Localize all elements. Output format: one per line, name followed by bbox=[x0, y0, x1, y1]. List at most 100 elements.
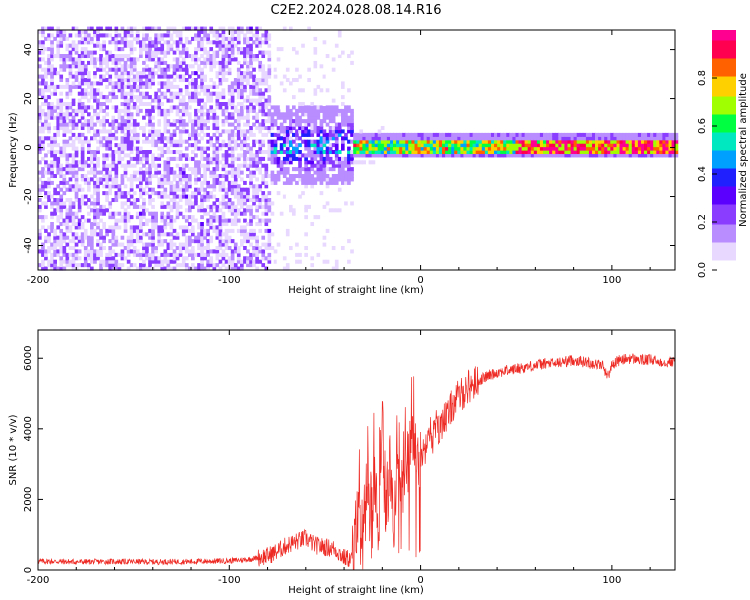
colorbar-step bbox=[712, 246, 736, 249]
heatmap-cell bbox=[236, 163, 241, 168]
heatmap-cell bbox=[96, 81, 100, 86]
heatmap-cell bbox=[224, 143, 229, 148]
heatmap-cell bbox=[255, 208, 259, 213]
heatmap-cell bbox=[295, 129, 299, 134]
heatmap-cell bbox=[163, 204, 168, 209]
heatmap-cell bbox=[105, 129, 109, 134]
heatmap-cell bbox=[261, 132, 266, 137]
heatmap-cell bbox=[350, 119, 354, 124]
heatmap-cell bbox=[509, 136, 513, 141]
heatmap-cell bbox=[304, 204, 308, 209]
heatmap-cell bbox=[188, 184, 192, 189]
heatmap-cell bbox=[120, 201, 125, 206]
heatmap-cell bbox=[96, 33, 100, 38]
heatmap-cell bbox=[255, 177, 259, 182]
heatmap-cell bbox=[53, 115, 57, 120]
heatmap-cell bbox=[126, 153, 131, 158]
heatmap-cell bbox=[249, 211, 253, 216]
heatmap-cell bbox=[487, 136, 492, 141]
heatmap-cell bbox=[117, 218, 122, 223]
heatmap-cell bbox=[233, 187, 238, 192]
heatmap-cell bbox=[595, 150, 599, 155]
heatmap-cell bbox=[276, 150, 281, 155]
heatmap-cell bbox=[181, 112, 186, 117]
heatmap-cell bbox=[154, 54, 158, 59]
heatmap-cell bbox=[188, 105, 192, 110]
heatmap-cell bbox=[258, 78, 263, 83]
heatmap-cell bbox=[304, 232, 308, 237]
heatmap-cell bbox=[71, 108, 76, 113]
heatmap-cell bbox=[322, 136, 327, 141]
heatmap-cell bbox=[74, 170, 79, 175]
heatmap-cell bbox=[264, 218, 269, 223]
heatmap-cell bbox=[160, 266, 165, 271]
heatmap-cell bbox=[497, 150, 501, 155]
heatmap-cell bbox=[279, 47, 284, 52]
heatmap-cell bbox=[80, 187, 85, 192]
heatmap-cell bbox=[310, 105, 315, 110]
heatmap-cell bbox=[108, 204, 113, 209]
colorbar: 0.00.20.40.60.8 Normalized spectral ampl… bbox=[697, 30, 749, 278]
heatmap-cell bbox=[454, 139, 458, 144]
heatmap-cell bbox=[123, 139, 128, 144]
heatmap-cell bbox=[659, 146, 663, 151]
heatmap-cell bbox=[77, 239, 82, 244]
heatmap-cell bbox=[172, 249, 177, 254]
heatmap-cell bbox=[270, 177, 275, 182]
heatmap-cell bbox=[59, 198, 64, 203]
heatmap-cell bbox=[289, 81, 293, 86]
heatmap-cell bbox=[230, 170, 235, 175]
heatmap-cell bbox=[301, 88, 305, 93]
heatmap-cell bbox=[44, 115, 48, 120]
heatmap-cell bbox=[264, 112, 269, 117]
heatmap-cell bbox=[487, 139, 492, 144]
heatmap-cell bbox=[77, 40, 82, 45]
heatmap-cell bbox=[438, 132, 443, 137]
heatmap-cell bbox=[469, 136, 474, 141]
heatmap-cell bbox=[512, 150, 517, 155]
heatmap-cell bbox=[240, 112, 244, 117]
heatmap-cell bbox=[194, 170, 198, 175]
heatmap-cell bbox=[359, 129, 364, 134]
heatmap-cell bbox=[298, 102, 302, 107]
heatmap-cell bbox=[236, 115, 241, 120]
heatmap-cell bbox=[426, 136, 431, 141]
heatmap-cell bbox=[99, 252, 103, 257]
heatmap-cell bbox=[99, 218, 103, 223]
heatmap-cell bbox=[191, 228, 195, 233]
heatmap-cell bbox=[68, 143, 73, 148]
spectrogram-x-axis-label: Height of straight line (km) bbox=[288, 285, 424, 296]
heatmap-cell bbox=[126, 71, 131, 76]
heatmap-cell bbox=[221, 40, 226, 45]
heatmap-cell bbox=[188, 136, 192, 141]
heatmap-cell bbox=[313, 170, 318, 175]
heatmap-cell bbox=[74, 249, 79, 254]
heatmap-cell bbox=[65, 43, 70, 48]
heatmap-cell bbox=[380, 146, 385, 151]
heatmap-cell bbox=[68, 57, 73, 62]
heatmap-cell bbox=[90, 239, 94, 244]
heatmap-cell bbox=[132, 174, 137, 179]
heatmap-cell bbox=[298, 122, 302, 127]
heatmap-cell bbox=[65, 139, 70, 144]
heatmap-cell bbox=[334, 263, 339, 268]
heatmap-cell bbox=[518, 150, 523, 155]
heatmap-cell bbox=[310, 163, 315, 168]
heatmap-cell bbox=[194, 108, 198, 113]
heatmap-cell bbox=[169, 81, 174, 86]
heatmap-cell bbox=[148, 81, 152, 86]
heatmap-cell bbox=[359, 146, 364, 151]
heatmap-cell bbox=[41, 67, 45, 72]
heatmap-cell bbox=[438, 150, 443, 155]
heatmap-cell bbox=[347, 180, 351, 185]
heatmap-cell bbox=[114, 81, 119, 86]
heatmap-cell bbox=[62, 232, 67, 237]
heatmap-cell bbox=[622, 150, 627, 155]
heatmap-cell bbox=[191, 156, 195, 161]
heatmap-cell bbox=[47, 249, 51, 254]
heatmap-cell bbox=[62, 119, 67, 124]
heatmap-cell bbox=[236, 102, 241, 107]
heatmap-cell bbox=[181, 57, 186, 62]
heatmap-cell bbox=[129, 228, 134, 233]
heatmap-cell bbox=[325, 115, 330, 120]
